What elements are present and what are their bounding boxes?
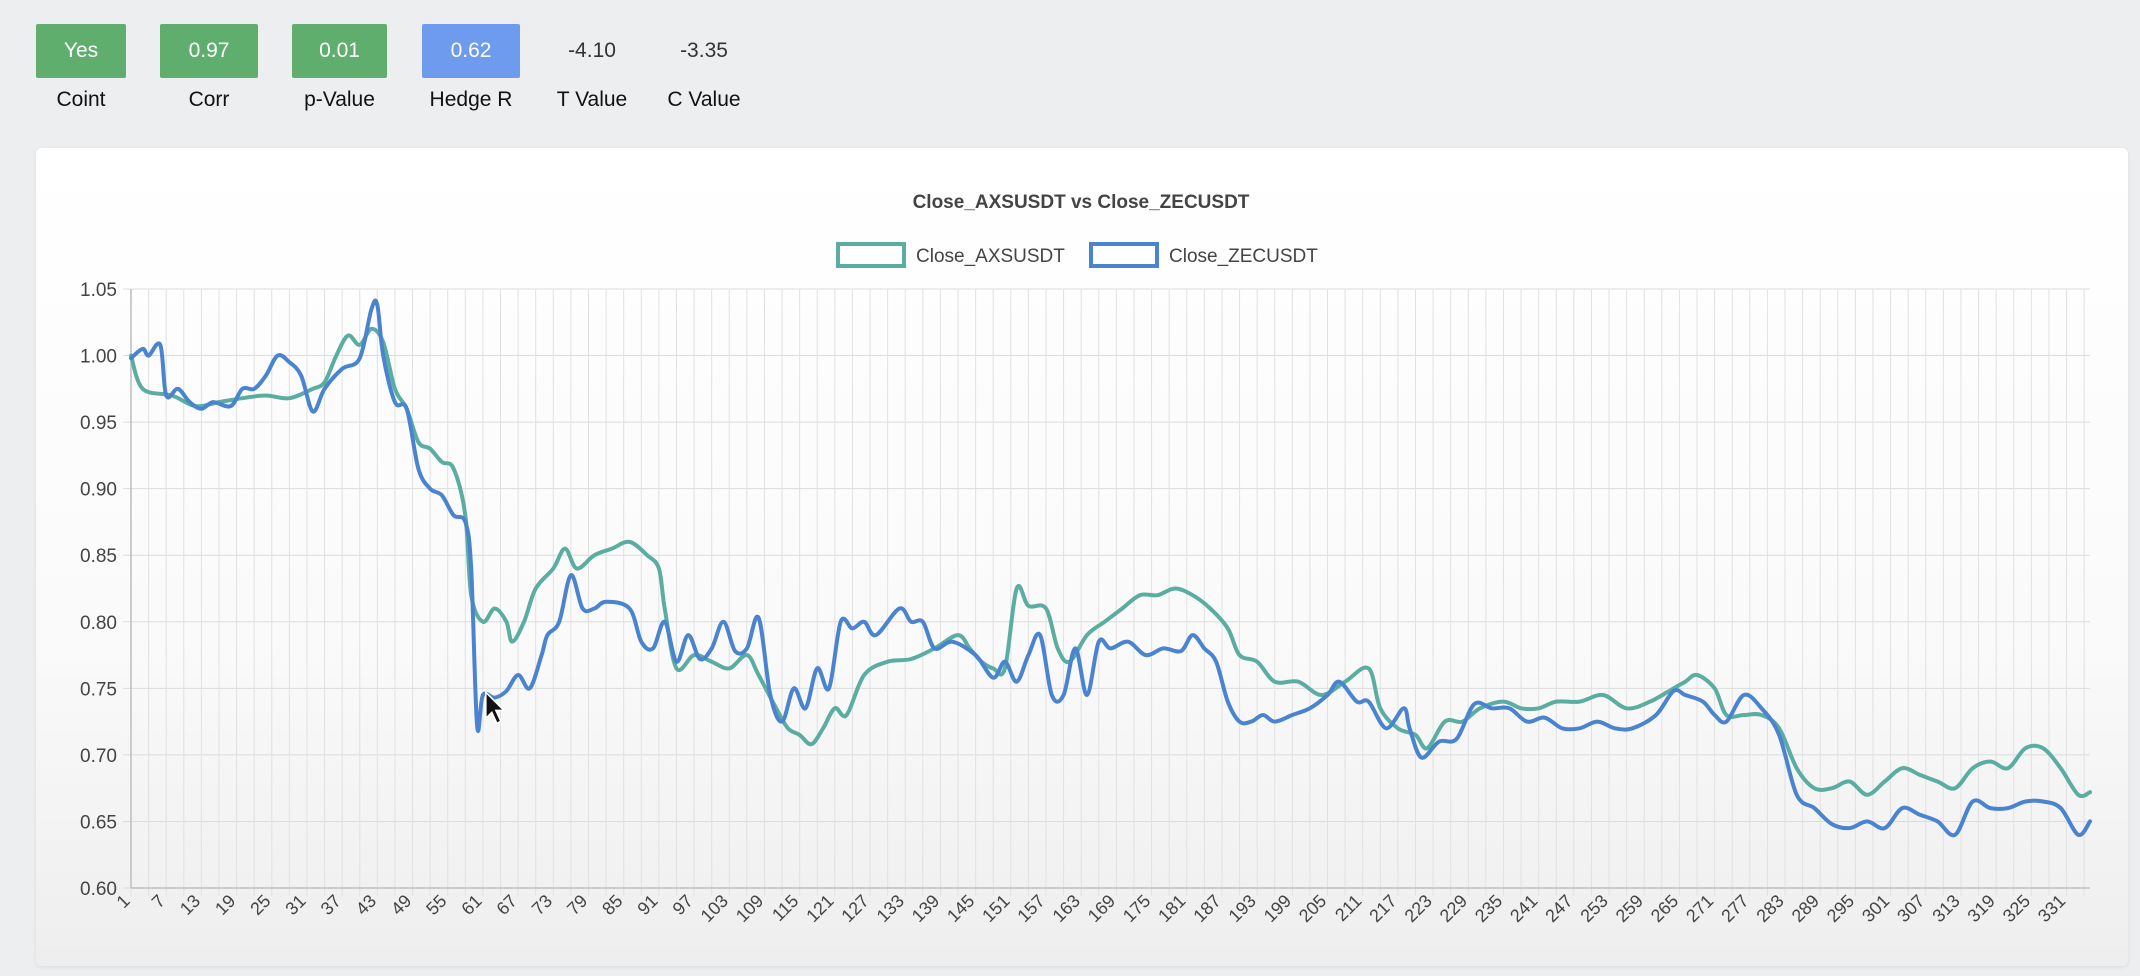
x-tick-label: 43 [352, 891, 380, 919]
stat-t-value: -4.10 T Value [548, 24, 636, 112]
x-tick-label: 259 [1612, 891, 1647, 926]
x-tick-label: 199 [1260, 891, 1295, 926]
y-tick-label: 0.85 [80, 546, 117, 567]
x-tick-label: 229 [1436, 891, 1471, 926]
x-tick-label: 31 [281, 891, 309, 919]
y-tick-label: 0.80 [80, 613, 117, 634]
x-tick-label: 151 [978, 891, 1013, 926]
x-tick-label: 79 [563, 891, 591, 919]
x-tick-label: 277 [1717, 891, 1752, 926]
x-tick-label: 241 [1506, 891, 1541, 926]
x-tick-label: 217 [1365, 891, 1400, 926]
x-tick-label: 163 [1049, 891, 1084, 926]
stat-value: 0.62 [422, 24, 520, 78]
chart-title: Close_AXSUSDT vs Close_ZECUSDT [913, 192, 1250, 213]
x-tick-label: 157 [1013, 891, 1048, 926]
y-tick-label: 1.05 [80, 280, 117, 301]
x-tick-label: 91 [633, 891, 661, 919]
x-tick-label: 97 [669, 891, 697, 919]
y-tick-label: 0.65 [80, 812, 117, 833]
x-tick-label: 205 [1295, 891, 1330, 926]
x-tick-label: 181 [1154, 891, 1189, 926]
x-tick-label: 109 [732, 891, 767, 926]
stat-p-value: 0.01 p-Value [292, 24, 387, 112]
x-tick-label: 289 [1788, 891, 1823, 926]
x-tick-label: 85 [598, 891, 626, 919]
series-line-close-axsusdt [129, 326, 2092, 799]
stat-label: Hedge R [429, 88, 513, 111]
x-tick-label: 37 [317, 891, 345, 919]
x-tick-label: 271 [1682, 891, 1717, 926]
stat-corr: 0.97 Corr [160, 24, 258, 112]
x-tick-label: 295 [1823, 891, 1858, 926]
y-tick-label: 0.70 [80, 746, 117, 767]
y-tick-label: 0.90 [80, 480, 117, 501]
series-line-close-zecusdt [129, 298, 2092, 838]
x-tick-label: 127 [837, 891, 872, 926]
stat-c-value: -3.35 C Value [660, 24, 748, 112]
x-tick-label: 169 [1084, 891, 1119, 926]
x-tick-label: 19 [211, 891, 239, 919]
x-tick-label: 265 [1647, 891, 1682, 926]
stat-label: p-Value [304, 88, 375, 111]
x-tick-label: 145 [943, 891, 978, 926]
x-tick-label: 193 [1225, 891, 1260, 926]
x-tick-label: 187 [1189, 891, 1224, 926]
x-tick-label: 121 [802, 891, 837, 926]
x-tick-label: 175 [1119, 891, 1154, 926]
legend-swatch-close-axsusdt[interactable] [836, 242, 906, 268]
x-tick-label: 61 [457, 891, 485, 919]
y-tick-label: 0.95 [80, 413, 117, 434]
x-tick-label: 133 [873, 891, 908, 926]
x-tick-label: 235 [1471, 891, 1506, 926]
x-tick-label: 13 [176, 891, 204, 919]
x-tick-label: 55 [422, 891, 450, 919]
x-tick-label: 307 [1893, 891, 1928, 926]
stat-hedge-r: 0.62 Hedge R [422, 24, 520, 112]
stat-label: Corr [188, 88, 230, 111]
x-tick-label: 253 [1576, 891, 1611, 926]
x-tick-label: 331 [2034, 891, 2069, 926]
y-tick-label: 0.75 [80, 679, 117, 700]
x-tick-label: 283 [1752, 891, 1787, 926]
stat-coint: Yes Coint [36, 24, 126, 112]
mouse-cursor-icon [485, 690, 506, 725]
line-chart: Close_AXSUSDT vs Close_ZECUSDT Close_AXSU… [80, 192, 2092, 926]
x-tick-label: 211 [1331, 891, 1365, 925]
x-tick-label: 319 [1964, 891, 1999, 926]
stat-label: C Value [667, 88, 741, 111]
x-tick-label: 67 [493, 891, 521, 919]
stat-label: Coint [56, 88, 106, 111]
stat-value: -3.35 [680, 39, 728, 62]
stats-bar: Yes Coint 0.97 Corr 0.01 p-Value 0.62 Hedge R -4… [0, 0, 2140, 130]
y-tick-label: 1.00 [80, 347, 117, 368]
x-tick-label: 73 [528, 891, 556, 919]
x-tick-label: 49 [387, 891, 415, 919]
x-tick-label: 247 [1541, 891, 1576, 926]
stat-label: T Value [556, 88, 628, 111]
stat-value: 0.01 [292, 24, 387, 78]
legend-label-close-axsusdt[interactable]: Close_AXSUSDT [916, 246, 1065, 267]
x-tick-label: 313 [1928, 891, 1963, 926]
legend-label-close-zecusdt[interactable]: Close_ZECUSDT [1169, 246, 1318, 267]
chart-card: Close_AXSUSDT vs Close_ZECUSDT Close_AXSU… [36, 148, 2128, 966]
x-tick-label: 139 [908, 891, 943, 926]
stat-value: 0.97 [160, 24, 258, 78]
legend-swatch-close-zecusdt[interactable] [1089, 242, 1159, 268]
stat-value: Yes [36, 24, 126, 78]
y-tick-label: 0.60 [80, 879, 117, 900]
x-tick-label: 325 [1999, 891, 2034, 926]
x-tick-label: 115 [768, 891, 802, 925]
x-tick-label: 25 [246, 891, 274, 919]
x-tick-label: 103 [697, 891, 732, 926]
stat-value: -4.10 [568, 39, 616, 62]
x-tick-label: 301 [1858, 891, 1893, 926]
x-tick-label: 223 [1401, 891, 1436, 926]
